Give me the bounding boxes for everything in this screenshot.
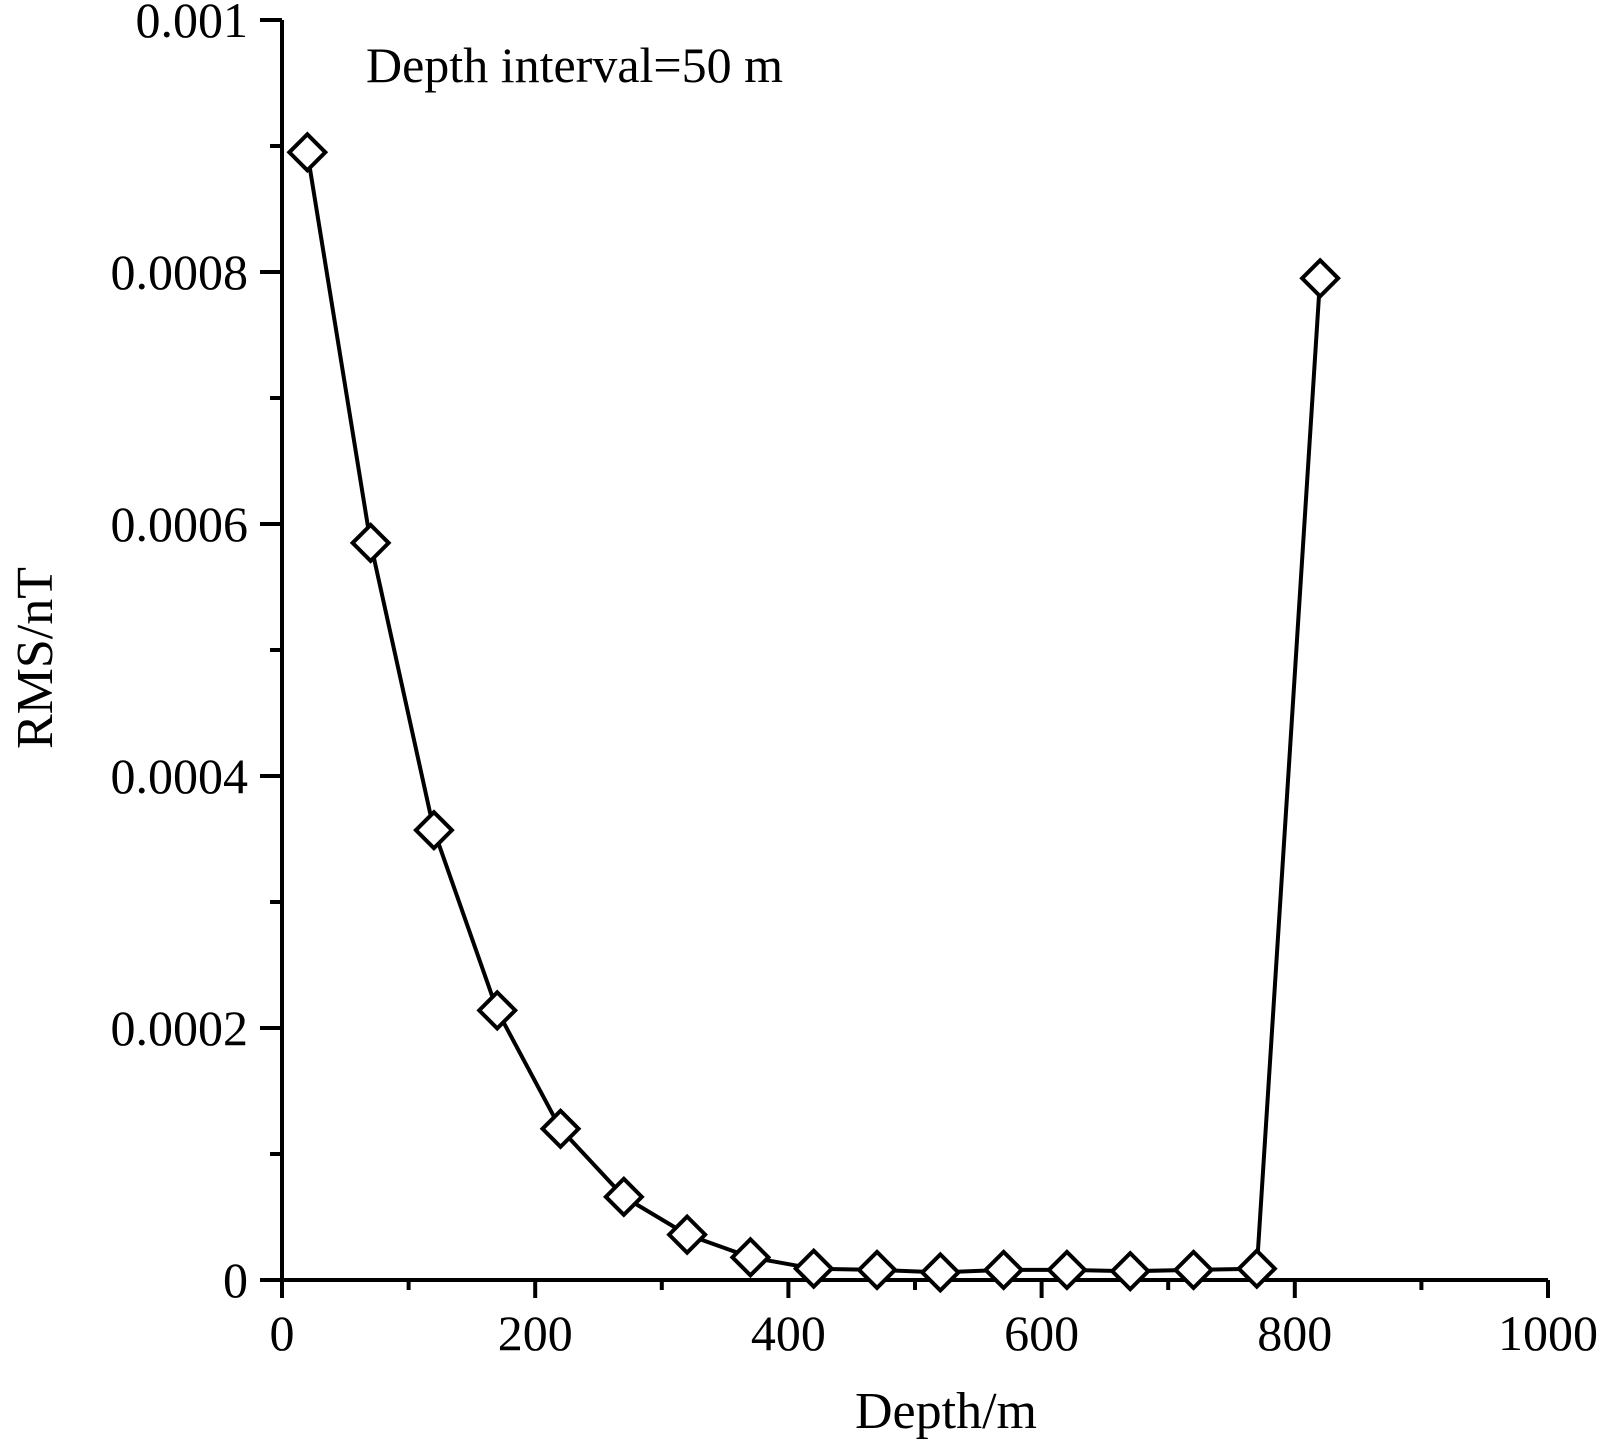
x-tick-label: 800 (1257, 1305, 1332, 1361)
data-point-marker (729, 1236, 772, 1279)
data-point-marker (1299, 257, 1341, 300)
data-point-marker (919, 1251, 962, 1294)
data-point-marker (476, 989, 519, 1032)
x-tick-label: 200 (498, 1305, 573, 1361)
data-point-marker (856, 1249, 898, 1291)
axes (280, 20, 1548, 1282)
minor-ticks (270, 144, 1424, 1290)
x-tick-label: 1000 (1498, 1305, 1598, 1361)
data-point-marker (413, 809, 455, 852)
y-tick-label: 0.0004 (111, 748, 249, 804)
y-axis-label: RMS/nT (7, 567, 64, 749)
data-point-marker (1172, 1249, 1215, 1291)
data-markers (286, 131, 1341, 1294)
x-tick-label: 400 (751, 1305, 826, 1361)
data-point-marker (1235, 1247, 1278, 1290)
y-tick-label: 0.0002 (111, 1000, 249, 1056)
y-tick-label: 0 (223, 1252, 248, 1308)
y-tick-label: 0.0008 (111, 244, 249, 300)
data-point-marker (286, 131, 329, 174)
data-point-marker (1046, 1249, 1088, 1291)
series-line-path (305, 151, 1323, 1275)
x-axis-label: Depth/m (855, 1383, 1037, 1440)
x-tick-label: 600 (1004, 1305, 1079, 1361)
y-tick-label: 0.001 (136, 0, 249, 48)
data-point-marker (982, 1249, 1025, 1291)
x-tick-label: 0 (270, 1305, 295, 1361)
data-point-marker (666, 1213, 708, 1256)
tick-labels: 0 200 400 600 800 1000 0 0.0002 0.0004 0.0006 0.00… (111, 0, 1599, 1361)
series-line (305, 151, 1323, 1275)
data-point-marker (792, 1247, 835, 1290)
chart-annotation: Depth interval=50 m (366, 37, 783, 93)
data-point-marker (1109, 1250, 1152, 1293)
major-ticks (260, 18, 1550, 1298)
y-tick-label: 0.0006 (111, 496, 249, 552)
data-point-marker (602, 1176, 645, 1218)
data-point-marker (349, 522, 392, 564)
data-point-marker (539, 1107, 582, 1150)
